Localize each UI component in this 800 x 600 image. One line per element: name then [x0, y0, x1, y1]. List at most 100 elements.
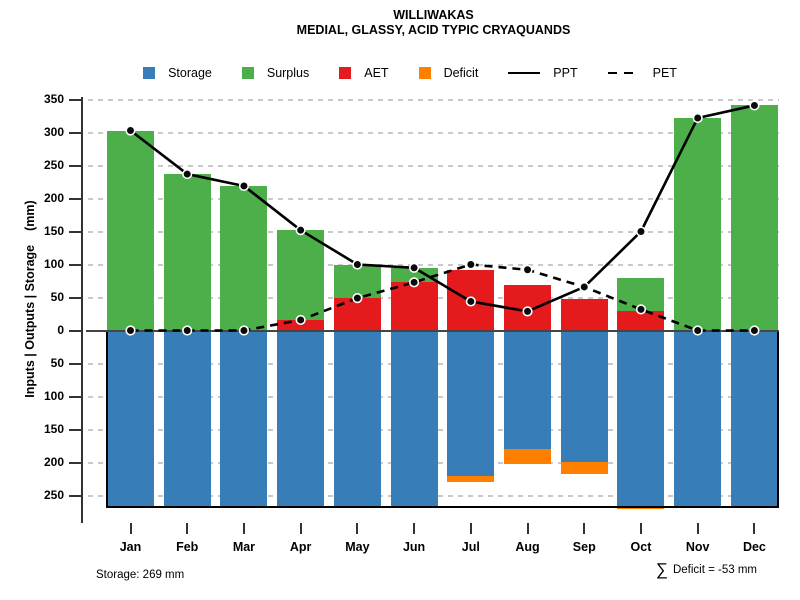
bar-surplus [107, 130, 154, 331]
pet-point-marker [522, 264, 533, 275]
deficit-total-note: ∑ Deficit = -53 mm [656, 561, 757, 578]
storage-capacity-box [106, 330, 779, 509]
month-label: Mar [232, 540, 256, 554]
bar-storage [277, 330, 325, 509]
grid-line [88, 98, 779, 101]
legend-label-ppt: PPT [553, 66, 578, 80]
grid-line [88, 230, 779, 233]
legend-label-pet: PET [652, 66, 677, 80]
pet-point-marker [409, 277, 420, 288]
pet-point-marker [295, 314, 306, 326]
month-label: Jul [461, 540, 480, 554]
ppt-point-marker [522, 306, 533, 317]
y-axis-tick [69, 98, 81, 101]
ppt-point-marker [182, 168, 193, 180]
storage-swatch-icon [143, 67, 156, 79]
bar-surplus [163, 174, 211, 331]
bar-storage [390, 330, 438, 509]
month-label: Feb [176, 540, 199, 554]
bar-aet [560, 299, 608, 331]
bar-aet [617, 310, 665, 331]
legend-label-storage: Storage [168, 66, 212, 80]
bar-surplus [333, 264, 381, 299]
x-axis-tick [129, 523, 132, 534]
y-axis-tick [69, 263, 81, 266]
pet-line [130, 263, 755, 332]
bar-deficit [447, 476, 495, 483]
pet-point-marker [238, 325, 250, 336]
x-axis-tick [356, 523, 359, 534]
bar-storage [674, 330, 722, 509]
y-axis-tick-label: 250 [43, 487, 64, 502]
legend-item-ppt: PPT [508, 66, 578, 80]
bar-storage [560, 330, 608, 462]
bar-storage [107, 330, 154, 509]
ppt-point-marker [295, 225, 306, 236]
legend-label-deficit: Deficit [443, 66, 479, 80]
month-label: Apr [289, 540, 312, 554]
bar-storage [730, 330, 778, 509]
legend-item-deficit: Deficit [418, 66, 479, 80]
x-axis-tick [186, 523, 189, 534]
ppt-line [129, 104, 755, 313]
y-axis-line [81, 97, 83, 523]
y-axis-tick-label: 100 [43, 256, 64, 271]
bar-deficit [504, 448, 552, 464]
pet-point-marker [125, 325, 136, 336]
pet-point-marker [749, 325, 760, 336]
bar-storage [333, 330, 381, 509]
bar-surplus [730, 105, 778, 331]
storage-capacity-note: Storage: 269 mm [96, 569, 185, 581]
y-axis-tick [69, 131, 81, 134]
y-axis-tick-label: 150 [43, 223, 64, 238]
y-axis-tick-label: 300 [43, 124, 64, 139]
ppt-point-marker [579, 281, 590, 293]
x-axis-tick [753, 523, 756, 534]
month-label: Nov [685, 540, 710, 554]
legend-label-surplus: Surplus [266, 66, 310, 80]
pet-line-swatch-icon [607, 71, 640, 75]
y-axis-tick-label: 200 [43, 190, 64, 205]
bar-surplus [390, 267, 438, 283]
surplus-swatch-icon [241, 67, 254, 79]
y-axis-tick [69, 428, 81, 431]
y-axis-tick-label: 50 [50, 355, 64, 370]
x-axis-tick [639, 523, 642, 534]
pet-point-marker [465, 259, 476, 270]
y-axis-tick-label: 250 [43, 157, 64, 172]
y-axis-tick [69, 395, 81, 398]
y-axis-tick [69, 362, 81, 365]
x-axis-tick [299, 523, 302, 534]
y-axis-tick-label: 0 [57, 322, 64, 337]
y-axis-tick [69, 494, 81, 497]
zero-line [86, 329, 779, 332]
month-label: Dec [742, 540, 766, 554]
y-axis-tick-label: 100 [43, 388, 64, 403]
bar-surplus [674, 117, 722, 331]
grid-line [88, 197, 779, 200]
grid-line [88, 131, 779, 134]
y-axis-tick [69, 296, 81, 299]
deficit-total-text: Deficit = -53 mm [672, 563, 757, 576]
ppt-point-marker [635, 226, 647, 237]
y-axis-tick [69, 164, 81, 167]
ppt-point-marker [238, 180, 250, 192]
legend-item-surplus: Surplus [241, 66, 310, 80]
plot-title: WILLIWAKAS [393, 8, 474, 22]
ppt-point-marker [692, 112, 703, 124]
x-axis-tick [413, 523, 416, 534]
bar-surplus [220, 185, 268, 331]
grid-line [88, 164, 779, 167]
bar-deficit [617, 508, 665, 510]
bar-storage [220, 330, 268, 509]
deficit-swatch-icon [418, 67, 431, 79]
x-axis-tick [583, 523, 586, 534]
ppt-line-swatch-icon [508, 71, 541, 75]
ppt-point-marker [409, 262, 420, 273]
bar-storage [447, 330, 495, 477]
title-block: WILLIWAKAS MEDIAL, GLASSY, ACID TYPIC CR… [88, 8, 779, 38]
y-axis-tick [69, 461, 81, 464]
